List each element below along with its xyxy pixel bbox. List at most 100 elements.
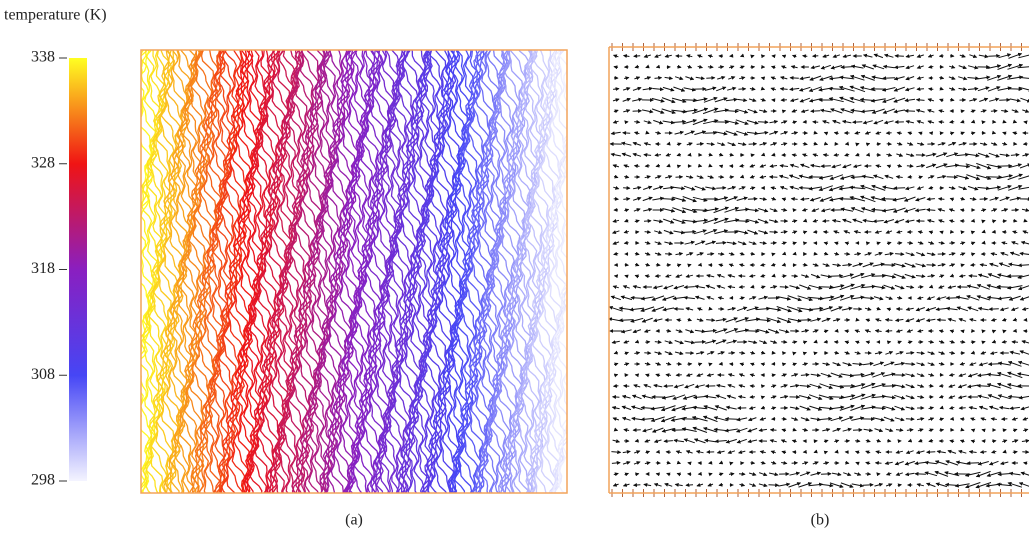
- vector-arrow: [716, 319, 726, 321]
- vector-arrow: [771, 430, 777, 431]
- vector-arrow: [929, 231, 933, 232]
- vector-arrow: [927, 253, 935, 255]
- vector-arrow: [688, 265, 691, 266]
- vector-arrow: [813, 462, 818, 464]
- vector-arrow: [761, 352, 765, 353]
- vector-arrow: [771, 396, 776, 398]
- vector-arrow: [866, 462, 870, 463]
- vector-arrow: [959, 396, 967, 398]
- vector-arrow: [824, 253, 828, 254]
- vector-arrow: [961, 440, 965, 441]
- vector-arrow: [822, 429, 829, 431]
- vector-arrow: [782, 56, 785, 57]
- vector-arrow: [832, 473, 841, 475]
- vector-arrow: [642, 396, 653, 399]
- vector-arrow: [772, 264, 776, 265]
- vector-arrow: [793, 121, 797, 122]
- vector-arrow: [675, 132, 684, 134]
- vector-arrow: [706, 242, 716, 245]
- vector-arrow: [852, 66, 864, 68]
- vector-arrow: [905, 208, 916, 212]
- vector-arrow: [918, 242, 923, 244]
- vector-arrow: [844, 254, 849, 255]
- vector-arrow: [665, 484, 672, 487]
- vector-arrow: [740, 264, 745, 265]
- vector-arrow: [982, 430, 985, 431]
- vector-arrow: [772, 254, 775, 255]
- vector-arrow: [824, 132, 827, 133]
- vector-arrow: [770, 143, 776, 145]
- vector-arrow: [762, 155, 765, 156]
- vector-arrow: [874, 175, 884, 178]
- vector-arrow: [719, 473, 723, 474]
- vector-arrow: [709, 364, 712, 365]
- vector-arrow: [883, 109, 895, 113]
- vector-arrow: [928, 276, 935, 277]
- vector-arrow: [1012, 440, 1018, 442]
- vector-arrow: [705, 396, 717, 398]
- vector-arrow: [792, 132, 798, 133]
- vector-arrow: [697, 176, 703, 178]
- vector-arrow: [863, 263, 874, 267]
- vector-arrow: [644, 121, 651, 123]
- vector-arrow: [978, 87, 989, 90]
- vector-arrow: [782, 265, 785, 266]
- vector-arrow: [991, 209, 996, 211]
- vector-arrow: [614, 176, 618, 177]
- vector-arrow: [750, 374, 755, 375]
- vector-arrow: [666, 375, 671, 376]
- vector-arrow: [928, 242, 933, 244]
- vector-arrow: [612, 407, 619, 409]
- vector-arrow: [643, 187, 652, 190]
- vector-arrow: [758, 219, 768, 223]
- vector-arrow: [905, 374, 914, 376]
- vector-arrow: [685, 77, 693, 80]
- vector-arrow: [803, 363, 808, 364]
- vector-arrow: [1003, 319, 1007, 320]
- vector-arrow: [747, 209, 759, 210]
- vector-arrow: [937, 297, 946, 300]
- vector-arrow: [917, 396, 923, 397]
- vector-arrow: [716, 395, 726, 398]
- vector-arrow: [750, 89, 755, 90]
- vector-arrow: [780, 89, 787, 90]
- vector-arrow: [677, 320, 681, 321]
- vector-arrow: [949, 396, 955, 398]
- vector-arrow: [894, 98, 905, 102]
- vector-arrow: [821, 110, 832, 112]
- vector-arrow: [664, 285, 673, 288]
- vector-arrow: [657, 67, 660, 68]
- vector-arrow: [897, 298, 902, 299]
- vector-arrow: [939, 286, 944, 288]
- vector-arrow: [874, 54, 883, 57]
- vector-arrow: [940, 408, 943, 409]
- vector-arrow: [634, 462, 640, 464]
- vector-arrow: [898, 341, 902, 342]
- vector-arrow: [1024, 463, 1028, 464]
- vector-arrow: [946, 485, 959, 486]
- vector-arrow: [1011, 155, 1019, 156]
- vector-arrow: [928, 220, 935, 222]
- vector-arrow: [623, 99, 631, 102]
- vector-arrow: [695, 241, 705, 245]
- vector-arrow: [991, 143, 997, 145]
- vector-arrow: [1018, 66, 1031, 67]
- vector-arrow: [718, 67, 723, 68]
- vector-arrow: [929, 89, 934, 90]
- vector-arrow: [867, 243, 870, 244]
- vector-arrow: [793, 242, 797, 243]
- vector-arrow: [978, 308, 988, 310]
- vector-arrow: [940, 396, 944, 397]
- vector-arrow: [916, 198, 926, 201]
- vector-arrow: [929, 67, 934, 68]
- vector-arrow: [876, 451, 881, 452]
- vector-arrow: [707, 374, 713, 375]
- vector-arrow: [1022, 341, 1029, 343]
- vector-arrow: [613, 440, 620, 442]
- vector-arrow: [614, 352, 617, 353]
- vector-arrow: [856, 154, 860, 155]
- vector-arrow: [760, 451, 765, 452]
- vector-arrow: [949, 209, 954, 211]
- vector-arrow: [948, 286, 956, 288]
- vector-arrow: [768, 329, 779, 333]
